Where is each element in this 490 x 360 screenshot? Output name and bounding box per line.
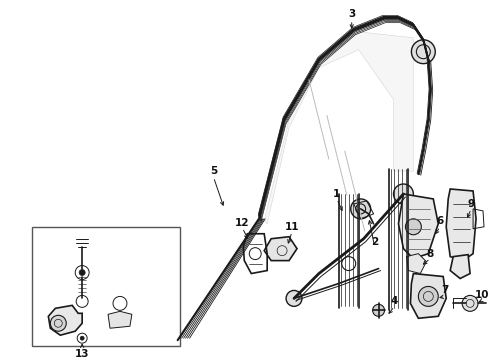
Text: 4: 4 — [391, 296, 398, 306]
Text: 5: 5 — [210, 166, 217, 176]
Text: 9: 9 — [467, 199, 475, 209]
Polygon shape — [450, 255, 470, 279]
Text: 13: 13 — [75, 349, 89, 359]
Text: 8: 8 — [427, 249, 434, 258]
Text: 7: 7 — [441, 285, 449, 296]
Polygon shape — [49, 305, 82, 335]
Circle shape — [405, 219, 421, 235]
Text: 3: 3 — [348, 9, 355, 19]
Circle shape — [79, 270, 85, 275]
Polygon shape — [108, 311, 132, 328]
Circle shape — [50, 315, 66, 331]
Circle shape — [80, 336, 84, 340]
Circle shape — [462, 296, 478, 311]
Circle shape — [372, 304, 385, 316]
Text: 2: 2 — [371, 237, 378, 247]
Polygon shape — [264, 32, 414, 224]
Polygon shape — [264, 237, 297, 261]
Circle shape — [418, 287, 438, 306]
Circle shape — [351, 199, 370, 219]
Circle shape — [286, 291, 302, 306]
Polygon shape — [446, 189, 476, 261]
Polygon shape — [398, 194, 438, 258]
Text: 12: 12 — [235, 218, 249, 228]
Polygon shape — [406, 254, 426, 274]
Text: 10: 10 — [475, 291, 490, 300]
Bar — [32, 227, 180, 346]
Text: 1: 1 — [333, 189, 341, 199]
Circle shape — [393, 184, 414, 204]
Text: 6: 6 — [437, 216, 444, 226]
Polygon shape — [411, 274, 446, 318]
Circle shape — [412, 40, 435, 64]
Text: 11: 11 — [285, 222, 299, 232]
